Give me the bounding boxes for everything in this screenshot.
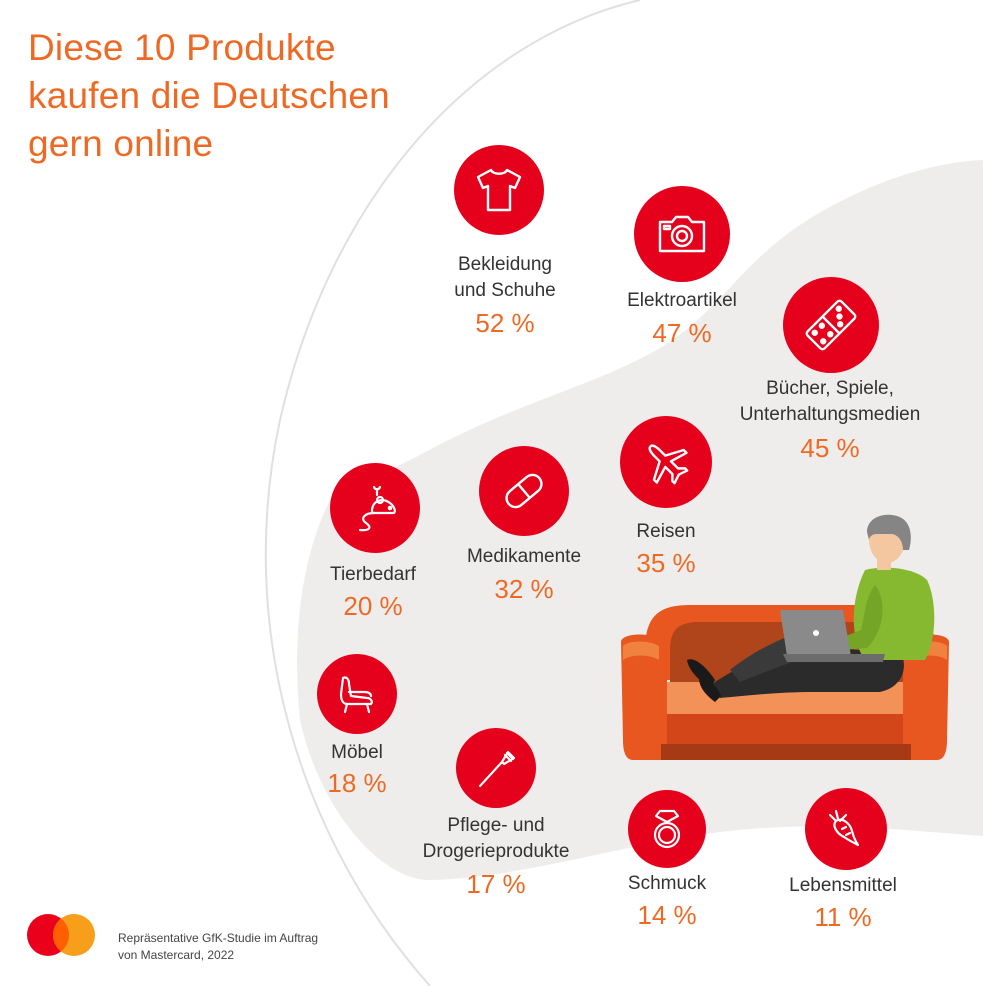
sofa-base [657, 714, 923, 744]
carrot-icon [805, 788, 887, 870]
laptop-logo [813, 630, 819, 636]
sofa-bottom [661, 744, 911, 760]
laptop-base [783, 654, 885, 662]
person-on-sofa-with-laptop-icon [621, 514, 949, 760]
mastercard-logo [27, 914, 95, 956]
domino-icon [783, 277, 879, 373]
label-pflege: Pflege- und Drogerieprodukte [422, 815, 570, 862]
label-bekleidung: Bekleidung und Schuhe [454, 254, 556, 301]
label-elektro: Elektroartikel [627, 290, 737, 311]
value-buecher: 45 % [800, 433, 860, 463]
value-elektro: 47 % [652, 318, 712, 348]
label-moebel: Möbel [331, 742, 383, 763]
label-tierbedarf: Tierbedarf [330, 564, 416, 585]
armchair-icon [317, 654, 397, 734]
value-pflege: 17 % [466, 869, 526, 899]
title-line-1: Diese 10 Produkte [28, 27, 336, 68]
page-title: Diese 10 Produkte kaufen die Deutschen g… [28, 24, 390, 168]
value-lebensmittel: 11 % [814, 902, 872, 932]
value-bekleidung: 52 % [475, 308, 535, 338]
logo-overlap [53, 918, 69, 952]
sofa-arm-right [903, 634, 949, 760]
label-medikamente: Medikamente [466, 546, 582, 567]
value-schmuck: 14 % [637, 900, 697, 930]
camera-icon [634, 186, 730, 282]
person-arm [841, 585, 883, 650]
value-tierbedarf: 20 % [343, 591, 403, 621]
person-hair [867, 514, 911, 550]
toothbrush-icon [456, 728, 536, 808]
label-reisen: Reisen [636, 521, 696, 542]
ring-icon [628, 790, 706, 868]
footer-line-2: von Mastercard, 2022 [118, 948, 235, 962]
person-foot-2 [699, 677, 721, 702]
footer-source-note: Repräsentative GfK-Studie im Auftrag von… [118, 930, 318, 964]
title-line-2: kaufen die Deutschen [28, 75, 390, 116]
value-reisen: 35 % [636, 548, 696, 578]
toy-mouse-icon [330, 463, 420, 553]
airplane-icon [620, 416, 712, 508]
label-schmuck: Schmuck [627, 873, 707, 894]
value-medikamente: 32 % [494, 574, 554, 604]
sofa-arm-left-inner [623, 641, 659, 660]
pill-icon [479, 446, 569, 536]
footer-line-1: Repräsentative GfK-Studie im Auftrag [118, 931, 319, 945]
tshirt-icon [454, 145, 544, 235]
value-moebel: 18 % [327, 768, 387, 798]
sofa-arm-left [621, 634, 667, 760]
title-line-3: gern online [28, 123, 214, 164]
label-buecher: Bücher, Spiele, Unterhaltungsmedien [739, 378, 921, 425]
background-arc [264, 0, 641, 986]
label-lebensmittel: Lebensmittel [789, 875, 897, 896]
person-legs [710, 638, 904, 698]
